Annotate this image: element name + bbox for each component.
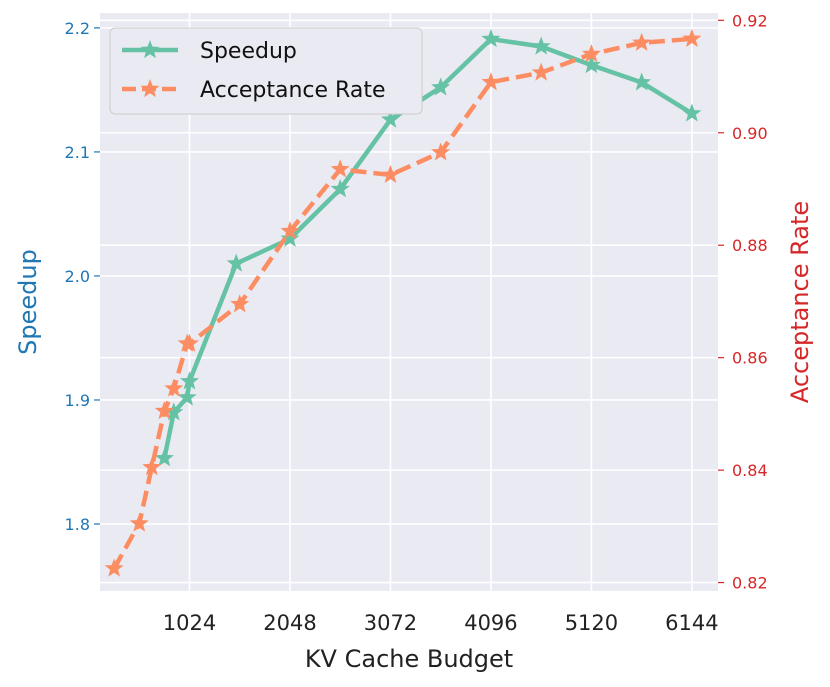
data-point-acceptance-rate — [682, 28, 702, 47]
x-tick-label: 6144 — [665, 611, 718, 635]
left-tick-label: 2.1 — [65, 143, 90, 162]
left-tick-label: 2.0 — [65, 267, 90, 286]
data-point-speedup — [154, 448, 174, 467]
left-tick-label: 1.9 — [65, 391, 90, 410]
right-axis-ticks: 0.82 0.84 0.86 0.88 0.90 0.92 — [718, 11, 768, 593]
data-point-speedup — [226, 253, 246, 272]
legend-label-speedup: Speedup — [200, 39, 297, 64]
series-layer — [104, 28, 702, 577]
x-axis-title: KV Cache Budget — [305, 645, 513, 673]
legend-box — [109, 27, 423, 115]
data-point-acceptance-rate — [632, 32, 652, 51]
data-point-acceptance-rate — [581, 44, 601, 63]
data-point-speedup — [481, 29, 501, 48]
data-point-acceptance-rate — [154, 401, 174, 420]
left-axis-ticks: 1.8 1.9 2.0 2.1 2.2 — [65, 19, 100, 534]
data-point-acceptance-rate — [164, 378, 184, 397]
data-point-speedup — [531, 36, 551, 55]
data-point-acceptance-rate — [280, 221, 300, 240]
data-point-acceptance-rate — [531, 62, 551, 81]
data-point-speedup — [682, 103, 702, 122]
data-point-acceptance-rate — [431, 142, 451, 161]
x-tick-label: 4096 — [464, 611, 517, 635]
data-point-acceptance-rate — [142, 457, 162, 476]
x-axis-ticks: 1024 2048 3072 4096 5120 6144 — [163, 611, 719, 635]
data-point-speedup — [380, 109, 400, 128]
right-tick-label: 0.82 — [732, 574, 768, 593]
data-point-acceptance-rate — [179, 333, 199, 352]
data-point-acceptance-rate — [330, 159, 350, 178]
data-point-speedup — [179, 371, 199, 390]
legend-label-acceptance-rate: Acceptance Rate — [200, 78, 385, 103]
data-point-acceptance-rate — [481, 72, 501, 91]
right-tick-label: 0.88 — [732, 236, 768, 255]
data-point-acceptance-rate — [230, 294, 250, 313]
data-point-speedup — [330, 179, 350, 198]
right-tick-label: 0.86 — [732, 349, 768, 368]
data-point-acceptance-rate — [104, 558, 124, 577]
legend-marker-acceptance-rate — [140, 79, 160, 98]
right-axis-title: Acceptance Rate — [786, 201, 814, 403]
right-tick-label: 0.92 — [732, 11, 768, 30]
left-tick-label: 2.2 — [65, 19, 90, 38]
data-point-speedup — [431, 77, 451, 96]
legend-marker-speedup — [140, 40, 160, 59]
data-point-speedup — [164, 402, 184, 421]
x-tick-label: 5120 — [565, 611, 618, 635]
data-point-acceptance-rate — [380, 164, 400, 184]
data-point-speedup — [177, 387, 197, 406]
right-tick-label: 0.90 — [732, 124, 768, 143]
x-tick-label: 3072 — [364, 611, 417, 635]
legend: Speedup Acceptance Rate — [109, 27, 423, 115]
x-tick-label: 1024 — [163, 611, 216, 635]
left-axis-title: Speedup — [14, 249, 42, 355]
data-point-acceptance-rate — [129, 513, 149, 532]
right-tick-label: 0.84 — [732, 461, 768, 480]
data-point-speedup — [581, 55, 601, 74]
left-tick-label: 1.8 — [65, 515, 90, 534]
data-point-speedup — [280, 228, 300, 247]
x-tick-label: 2048 — [263, 611, 316, 635]
data-point-speedup — [632, 72, 652, 91]
